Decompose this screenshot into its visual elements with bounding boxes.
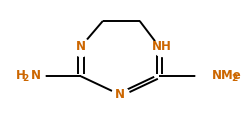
Text: N: N bbox=[30, 69, 40, 82]
Text: H: H bbox=[16, 69, 26, 82]
Text: 2: 2 bbox=[232, 74, 238, 83]
Text: N: N bbox=[115, 88, 125, 101]
Text: NH: NH bbox=[152, 40, 172, 53]
Text: N: N bbox=[76, 40, 86, 53]
Text: NMe: NMe bbox=[212, 69, 242, 82]
Text: 2: 2 bbox=[22, 74, 28, 83]
